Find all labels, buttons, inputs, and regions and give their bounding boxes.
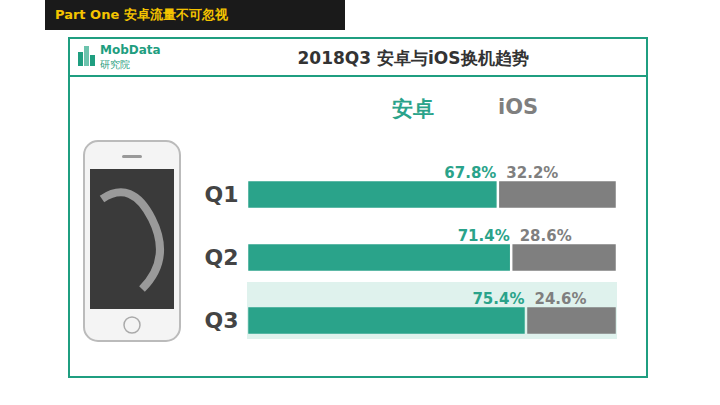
svg-text:75.4%: 75.4% [472, 290, 524, 308]
html-text:Part One 安卓流量不可忽视: Part One 安卓流量不可忽视 [55, 7, 228, 22]
svg-text:67.8%: 67.8% [444, 164, 496, 182]
svg-text:Q1: Q1 [204, 182, 238, 207]
svg-text:71.4%: 71.4% [458, 227, 510, 245]
svg-text:28.6%: 28.6% [520, 227, 572, 245]
svg-text:Q3: Q3 [204, 308, 238, 333]
html-text:MobData: MobData [100, 43, 161, 57]
svg-text:Q2: Q2 [204, 245, 238, 270]
html-text:iOS: iOS [498, 95, 539, 119]
svg-text:32.2%: 32.2% [506, 164, 558, 182]
html-text:研究院: 研究院 [100, 59, 130, 70]
html-text:2018Q3 安卓与iOS换机趋势: 2018Q3 安卓与iOS换机趋势 [297, 48, 529, 68]
svg-text:24.6%: 24.6% [534, 290, 586, 308]
html-text:安卓: 安卓 [392, 97, 434, 121]
